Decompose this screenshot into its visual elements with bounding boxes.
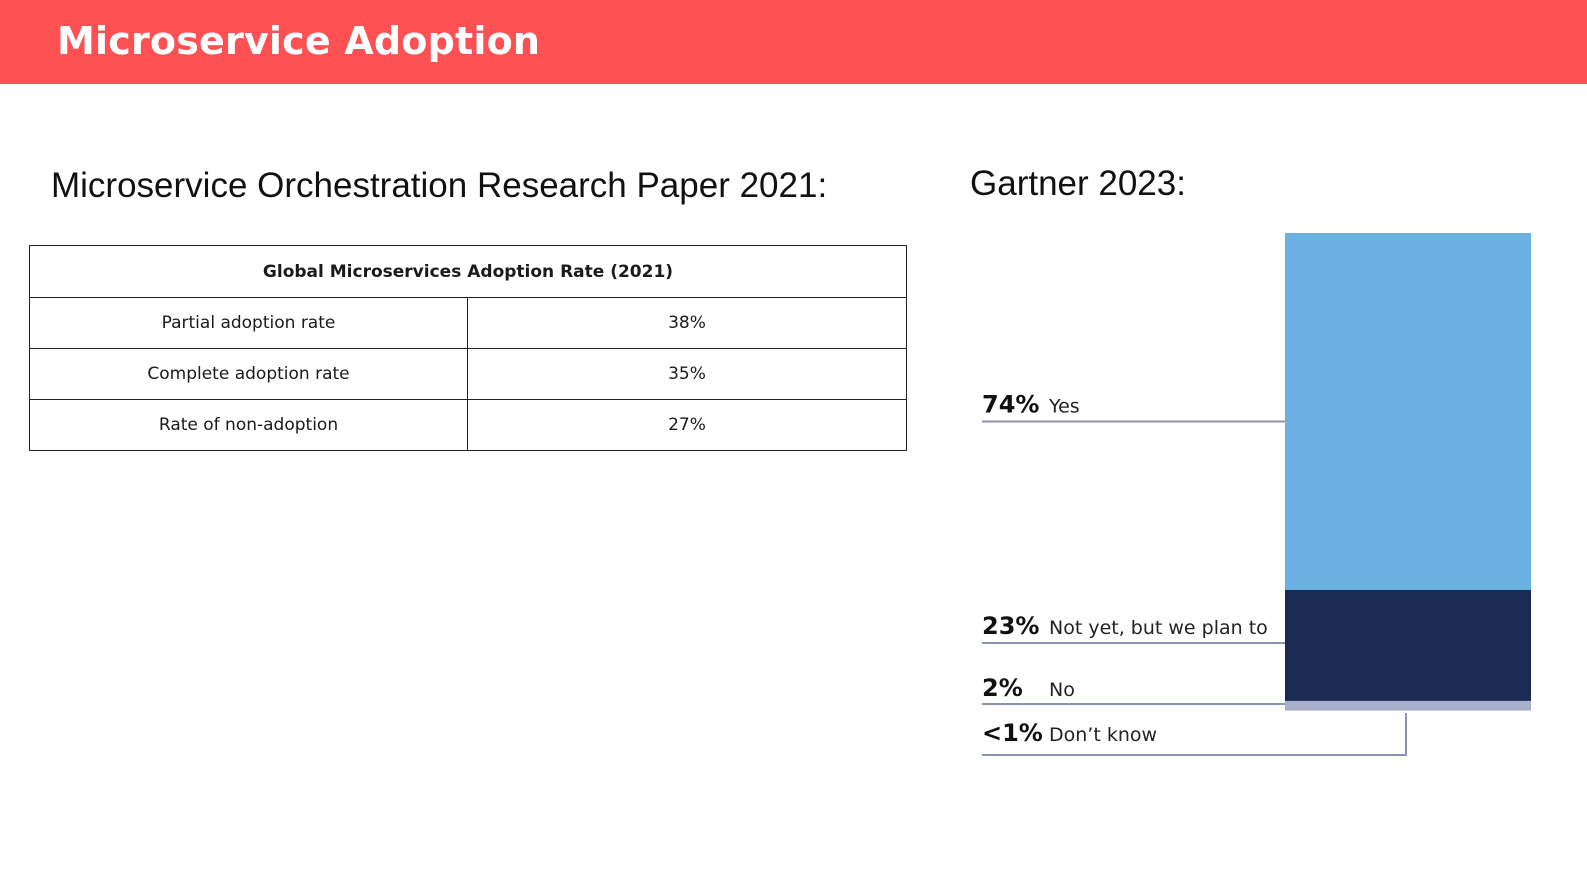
- leader-line: [982, 713, 1407, 756]
- left-section-heading: Microservice Orchestration Research Pape…: [51, 166, 828, 205]
- table-cell-label: Rate of non-adoption: [29, 399, 468, 451]
- right-section-heading: Gartner 2023:: [970, 164, 1186, 203]
- adoption-rate-table: Global Microservices Adoption Rate (2021…: [29, 245, 907, 451]
- bar-segment: [1285, 700, 1531, 711]
- percent-label: <1%: [982, 719, 1043, 747]
- category-label: Don’t know: [1049, 724, 1157, 746]
- header-bar: [0, 0, 1587, 84]
- table-cell-value: 27%: [467, 399, 907, 451]
- category-label: No: [1049, 679, 1075, 701]
- table-cell-value: 35%: [467, 348, 907, 400]
- table-row: Partial adoption rate 38%: [29, 297, 907, 349]
- bar-segment: [1285, 589, 1531, 701]
- percent-label: 23%: [982, 612, 1039, 640]
- bar-segment: [1285, 233, 1531, 590]
- percent-label: 2%: [982, 674, 1023, 702]
- category-label: Not yet, but we plan to: [1049, 617, 1268, 639]
- table-cell-label: Partial adoption rate: [29, 297, 468, 349]
- category-label: Yes: [1048, 395, 1080, 417]
- percent-label: 74%: [982, 390, 1039, 418]
- table-cell-value: 38%: [467, 297, 907, 349]
- table-row: Rate of non-adoption 27%: [29, 399, 907, 451]
- table-cell-label: Complete adoption rate: [29, 348, 468, 400]
- table-row: Complete adoption rate 35%: [29, 348, 907, 400]
- page-title: Microservice Adoption: [57, 19, 541, 63]
